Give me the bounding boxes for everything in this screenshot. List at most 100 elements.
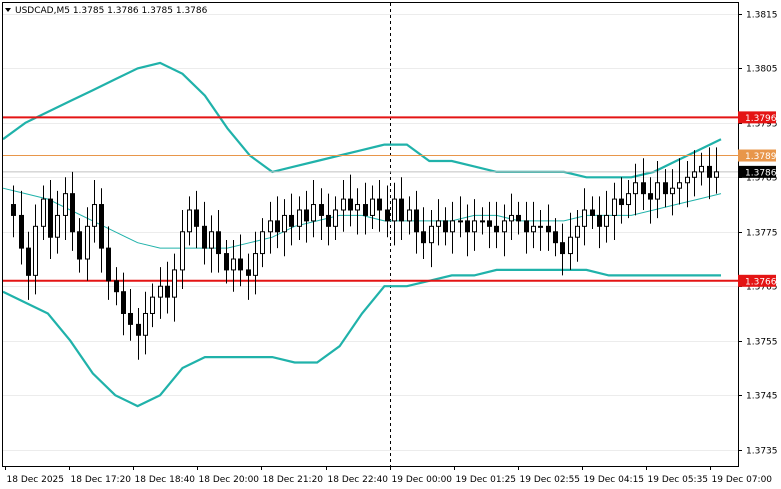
- current-price-label: 1.3786: [745, 168, 777, 178]
- candle-body: [70, 193, 75, 233]
- candle-body: [582, 209, 587, 227]
- candle-body: [106, 247, 111, 282]
- candle: [224, 239, 229, 284]
- candle: [355, 188, 360, 235]
- candle-body: [282, 214, 287, 233]
- candle: [158, 267, 163, 319]
- candle: [85, 207, 90, 281]
- candle-body: [370, 198, 375, 216]
- candle-body: [465, 220, 470, 233]
- candle: [194, 190, 199, 249]
- candle-body: [568, 236, 573, 255]
- y-tick-label: 1.3735: [746, 447, 778, 457]
- candle: [165, 261, 170, 314]
- candle-body: [136, 323, 141, 336]
- level-tag-label: 1.3789: [745, 152, 777, 162]
- candle-body: [48, 198, 53, 238]
- candle-body: [85, 225, 90, 260]
- y-tick-label: 1.3815: [746, 11, 778, 21]
- candle: [70, 171, 75, 251]
- candle-body: [304, 209, 309, 222]
- candle: [655, 160, 660, 219]
- level-tag-support: [738, 274, 776, 287]
- x-tick-label: 18 Dec 2025: [7, 475, 65, 485]
- candle: [538, 209, 543, 251]
- candle: [568, 212, 573, 270]
- candle: [553, 218, 558, 257]
- candle-body: [692, 171, 697, 178]
- menu-triangle-icon[interactable]: [5, 8, 11, 12]
- candle: [77, 218, 82, 273]
- candle: [436, 199, 441, 246]
- candle-body: [385, 209, 390, 222]
- candle: [531, 201, 536, 249]
- candle: [524, 201, 529, 254]
- candle-body: [626, 193, 631, 206]
- x-tick-label: 19 Dec 04:15: [584, 475, 645, 485]
- candle: [399, 177, 404, 240]
- candle: [348, 174, 353, 227]
- candle: [319, 188, 324, 240]
- candle-body: [260, 231, 265, 255]
- candle-body: [685, 176, 690, 184]
- level-tag-pivot: [738, 149, 776, 162]
- candle: [648, 177, 653, 224]
- y-tick-label: 1.3795: [746, 120, 778, 130]
- candle-body: [663, 182, 668, 195]
- candle-body: [202, 225, 207, 249]
- candle-body: [41, 198, 46, 227]
- candle: [714, 147, 719, 194]
- candle-body: [92, 204, 97, 227]
- candle-body: [648, 193, 653, 200]
- candle-body: [246, 269, 251, 276]
- candle: [282, 199, 287, 257]
- candle-body: [180, 231, 185, 271]
- candle: [253, 231, 258, 295]
- candle-body: [363, 204, 368, 216]
- candle: [575, 209, 580, 262]
- candle-body: [619, 198, 624, 206]
- candle: [509, 193, 514, 240]
- candle-body: [546, 225, 551, 233]
- candle-body: [458, 220, 463, 223]
- candle: [311, 180, 316, 238]
- candle-body: [143, 312, 148, 336]
- y-tick-label: 1.3805: [746, 65, 778, 75]
- candle-body: [590, 209, 595, 216]
- chart-grid: [3, 14, 738, 451]
- candle: [41, 185, 46, 240]
- x-tick-label: 18 Dec 17:20: [71, 475, 132, 485]
- candlestick-series: [11, 147, 719, 360]
- candle-body: [377, 198, 382, 211]
- candle-body: [99, 204, 104, 249]
- x-tick-label: 19 Dec 01:25: [456, 475, 517, 485]
- x-tick-label: 18 Dec 20:00: [199, 475, 260, 485]
- candle-body: [158, 285, 163, 298]
- candle-body: [150, 296, 155, 314]
- candle: [63, 177, 68, 240]
- candle: [407, 196, 412, 235]
- candle-body: [633, 182, 638, 195]
- candle: [114, 267, 119, 306]
- bollinger-middle: [2, 187, 722, 249]
- x-tick-label: 19 Dec 05:35: [648, 475, 709, 485]
- x-tick-label: 19 Dec 00:00: [392, 475, 453, 485]
- candle-body: [487, 220, 492, 227]
- candle: [231, 239, 236, 292]
- price-tags: 1.3796 1.3789 1.3766 1.3786: [738, 111, 777, 287]
- candle-body: [238, 258, 243, 271]
- candle-body: [560, 242, 565, 255]
- candle: [275, 196, 280, 249]
- price-axis: 1.38151.38051.37951.37851.37751.37651.37…: [738, 11, 778, 457]
- candle: [268, 201, 273, 254]
- candle: [297, 196, 302, 240]
- candle: [106, 226, 111, 300]
- candle: [289, 193, 294, 246]
- candle-body: [480, 220, 485, 223]
- candle: [121, 272, 126, 336]
- candle-body: [714, 171, 719, 178]
- candle-body: [121, 291, 126, 314]
- candle: [494, 201, 499, 249]
- candle: [443, 207, 448, 246]
